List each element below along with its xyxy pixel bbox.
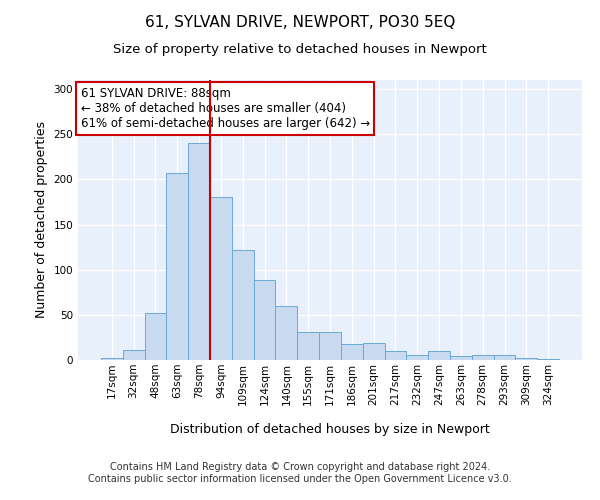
Text: Contains HM Land Registry data © Crown copyright and database right 2024.
Contai: Contains HM Land Registry data © Crown c… — [88, 462, 512, 484]
Bar — [210, 196, 232, 360]
Bar — [341, 344, 363, 360]
Bar — [319, 332, 341, 360]
Bar — [145, 313, 166, 360]
Bar — [123, 350, 145, 360]
Y-axis label: Number of detached properties: Number of detached properties — [35, 122, 48, 318]
Bar — [385, 351, 406, 360]
Bar — [275, 306, 297, 360]
Bar — [101, 358, 123, 360]
Bar — [450, 356, 472, 360]
Bar — [188, 143, 210, 360]
Bar — [537, 359, 559, 360]
Text: 61 SYLVAN DRIVE: 88sqm
← 38% of detached houses are smaller (404)
61% of semi-de: 61 SYLVAN DRIVE: 88sqm ← 38% of detached… — [80, 87, 370, 130]
Bar — [515, 358, 537, 360]
Text: Size of property relative to detached houses in Newport: Size of property relative to detached ho… — [113, 42, 487, 56]
Bar — [232, 250, 254, 360]
Bar — [254, 280, 275, 360]
Bar — [297, 332, 319, 360]
Bar — [472, 356, 494, 360]
Text: 61, SYLVAN DRIVE, NEWPORT, PO30 5EQ: 61, SYLVAN DRIVE, NEWPORT, PO30 5EQ — [145, 15, 455, 30]
Bar — [428, 351, 450, 360]
Bar — [363, 343, 385, 360]
Bar — [406, 354, 428, 360]
Bar — [494, 356, 515, 360]
Text: Distribution of detached houses by size in Newport: Distribution of detached houses by size … — [170, 422, 490, 436]
Bar — [166, 173, 188, 360]
